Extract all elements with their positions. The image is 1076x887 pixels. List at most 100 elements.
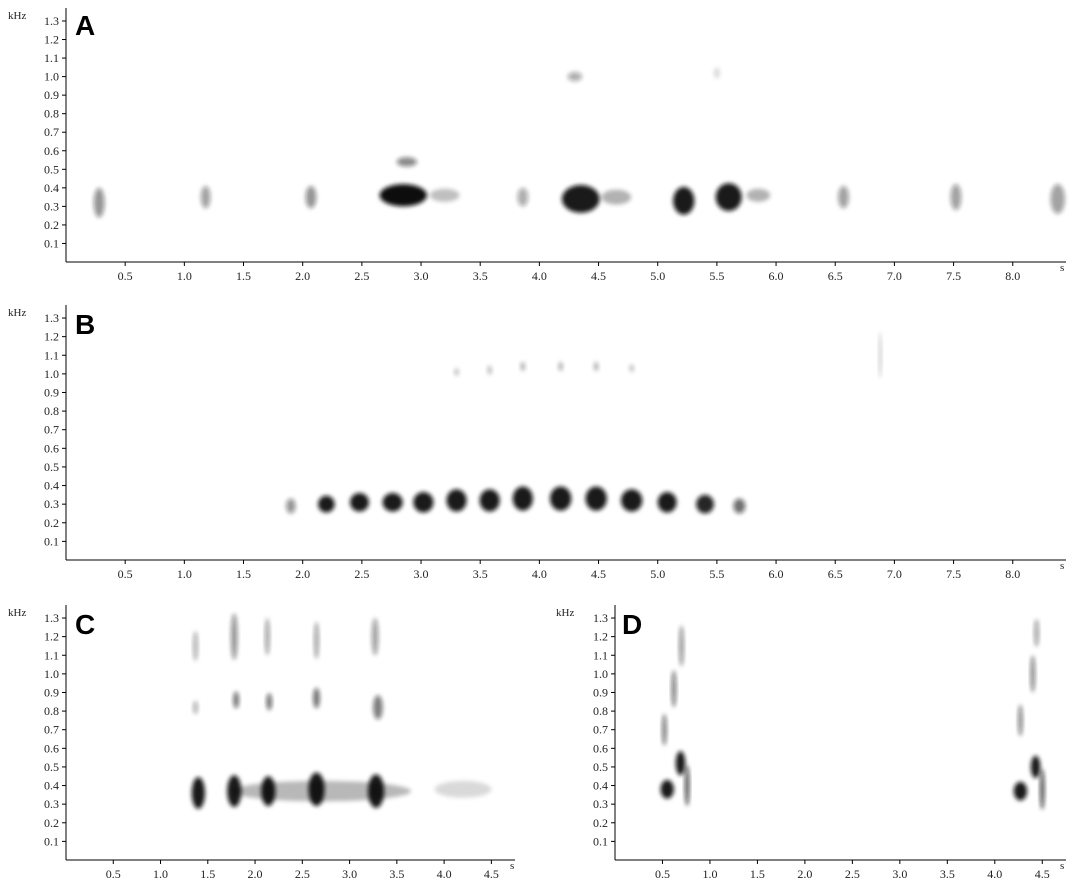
y-tick-label: 0.9	[44, 385, 59, 399]
sound-unit	[286, 498, 296, 514]
panel-c-spectrogram	[191, 613, 492, 809]
sound-unit	[657, 492, 677, 513]
panel-b: 0.10.20.30.40.50.60.70.80.91.01.11.21.3 …	[8, 305, 1066, 581]
sound-unit	[567, 71, 582, 82]
sound-unit	[429, 188, 460, 202]
panel-b-ticks	[62, 317, 1014, 564]
sound-unit	[684, 765, 690, 807]
y-tick-label: 0.9	[44, 88, 59, 102]
sound-unit	[231, 780, 412, 802]
x-tick-label: 4.0	[437, 867, 452, 881]
x-tick-label: 2.0	[295, 269, 310, 283]
y-tick-label: 1.1	[593, 648, 608, 662]
x-tick-label: 6.5	[828, 269, 843, 283]
panel-b-letter: B	[75, 309, 95, 340]
y-tick-label: 1.2	[44, 630, 59, 644]
y-tick-label: 0.2	[44, 816, 59, 830]
sound-unit	[629, 364, 635, 373]
sound-unit	[585, 486, 607, 511]
y-tick-label: 0.7	[44, 723, 59, 737]
panel-d: 0.10.20.30.40.50.60.70.80.91.01.11.21.3 …	[556, 605, 1066, 881]
y-tick-label: 0.1	[44, 236, 59, 250]
x-tick-label: 4.0	[987, 867, 1002, 881]
x-tick-label: 1.5	[236, 567, 251, 581]
panel-c-x-unit: s	[510, 860, 514, 872]
panel-c-ticks	[62, 617, 492, 864]
y-tick-label: 1.3	[44, 611, 59, 625]
x-tick-label: 0.5	[118, 269, 133, 283]
y-tick-label: 1.0	[593, 667, 608, 681]
y-tick-label: 0.4	[44, 181, 59, 195]
x-tick-label: 7.0	[887, 567, 902, 581]
sound-unit	[601, 189, 632, 205]
panel-c-x-tick-labels: 0.5 1.0 1.5 2.0 2.5 3.0 3.5 4.0 4.5	[106, 867, 499, 881]
panel-d-y-unit: kHz	[556, 607, 574, 619]
panel-c: 0.10.20.30.40.50.60.70.80.91.01.11.21.3 …	[8, 605, 515, 881]
x-tick-label: 3.5	[940, 867, 955, 881]
sound-unit	[193, 700, 198, 714]
sound-unit	[318, 495, 335, 513]
x-tick-label: 8.0	[1005, 567, 1020, 581]
x-tick-label: 1.5	[750, 867, 765, 881]
sound-unit	[305, 185, 317, 209]
sound-unit	[661, 713, 667, 746]
x-tick-label: 4.5	[484, 867, 499, 881]
sound-unit	[671, 670, 677, 708]
y-tick-label: 0.1	[44, 534, 59, 548]
y-tick-label: 1.2	[593, 630, 608, 644]
panel-b-x-unit: s	[1060, 560, 1064, 572]
panel-a-y-tick-labels: 0.1 0.2 0.3 0.4 0.5 0.6 0.7 0.8 0.9 1.0 1.1 1.2 1.3	[44, 14, 59, 250]
sound-unit	[675, 751, 686, 776]
sound-unit	[479, 489, 500, 512]
sound-unit	[373, 695, 383, 720]
sound-unit	[1039, 768, 1045, 810]
sound-unit	[512, 486, 533, 511]
x-tick-label: 4.5	[591, 269, 606, 283]
x-tick-label: 1.5	[236, 269, 251, 283]
panel-b-spectrogram	[286, 331, 882, 514]
y-tick-label: 0.1	[593, 834, 608, 848]
sound-unit	[517, 187, 529, 207]
x-tick-label: 1.0	[153, 867, 168, 881]
y-tick-label: 0.5	[44, 162, 59, 176]
y-tick-label: 0.3	[44, 497, 59, 511]
y-tick-label: 1.0	[44, 367, 59, 381]
sound-unit	[696, 494, 714, 514]
x-tick-label: 3.0	[892, 867, 907, 881]
sound-unit	[264, 618, 270, 656]
sound-unit	[93, 187, 105, 218]
sound-unit	[446, 489, 467, 512]
panel-b-y-unit: kHz	[8, 307, 26, 319]
y-tick-label: 0.4	[593, 779, 608, 793]
y-tick-label: 1.3	[593, 611, 608, 625]
sound-unit	[715, 183, 742, 212]
y-tick-label: 1.2	[44, 33, 59, 47]
x-tick-label: 4.0	[532, 567, 547, 581]
x-tick-label: 2.5	[354, 567, 369, 581]
x-tick-label: 2.5	[295, 867, 310, 881]
sound-unit	[413, 492, 434, 513]
panel-a: 0.10.20.30.40.50.60.70.80.91.01.11.21.3 …	[8, 8, 1066, 283]
y-tick-label: 1.1	[44, 348, 59, 362]
y-tick-label: 0.5	[593, 760, 608, 774]
sound-unit	[558, 361, 564, 372]
sound-unit	[350, 492, 369, 512]
sound-unit	[1018, 704, 1023, 737]
y-tick-label: 0.2	[44, 218, 59, 232]
x-tick-label: 2.5	[354, 269, 369, 283]
sound-unit	[1030, 655, 1036, 693]
y-tick-label: 0.8	[44, 107, 59, 121]
y-tick-label: 0.6	[44, 441, 59, 455]
y-tick-label: 1.0	[44, 70, 59, 84]
panel-d-x-tick-labels: 0.5 1.0 1.5 2.0 2.5 3.0 3.5 4.0 4.5	[655, 867, 1050, 881]
sound-unit	[382, 492, 403, 512]
sound-unit	[314, 621, 319, 659]
y-tick-label: 0.5	[44, 760, 59, 774]
y-tick-label: 0.2	[44, 516, 59, 530]
panel-d-spectrogram	[660, 618, 1045, 810]
panel-a-y-unit: kHz	[8, 10, 26, 22]
sound-unit	[746, 188, 771, 202]
y-tick-label: 1.1	[44, 648, 59, 662]
y-tick-label: 0.3	[44, 199, 59, 213]
